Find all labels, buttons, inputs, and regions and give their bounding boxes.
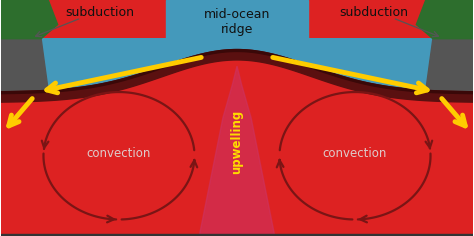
Polygon shape — [1, 0, 58, 39]
Polygon shape — [426, 39, 473, 92]
Text: subduction: subduction — [65, 6, 135, 19]
Polygon shape — [1, 39, 48, 92]
Polygon shape — [1, 50, 473, 102]
Text: convection: convection — [87, 147, 151, 160]
Text: mid-ocean
ridge: mid-ocean ridge — [204, 8, 270, 37]
Text: subduction: subduction — [339, 6, 409, 19]
Text: upwelling: upwelling — [230, 110, 244, 174]
Polygon shape — [166, 0, 308, 39]
Polygon shape — [1, 50, 473, 94]
Bar — [1, 234, 473, 236]
Polygon shape — [199, 66, 275, 236]
Polygon shape — [237, 39, 433, 91]
Text: convection: convection — [323, 147, 387, 160]
Polygon shape — [41, 39, 237, 91]
Polygon shape — [416, 0, 473, 39]
